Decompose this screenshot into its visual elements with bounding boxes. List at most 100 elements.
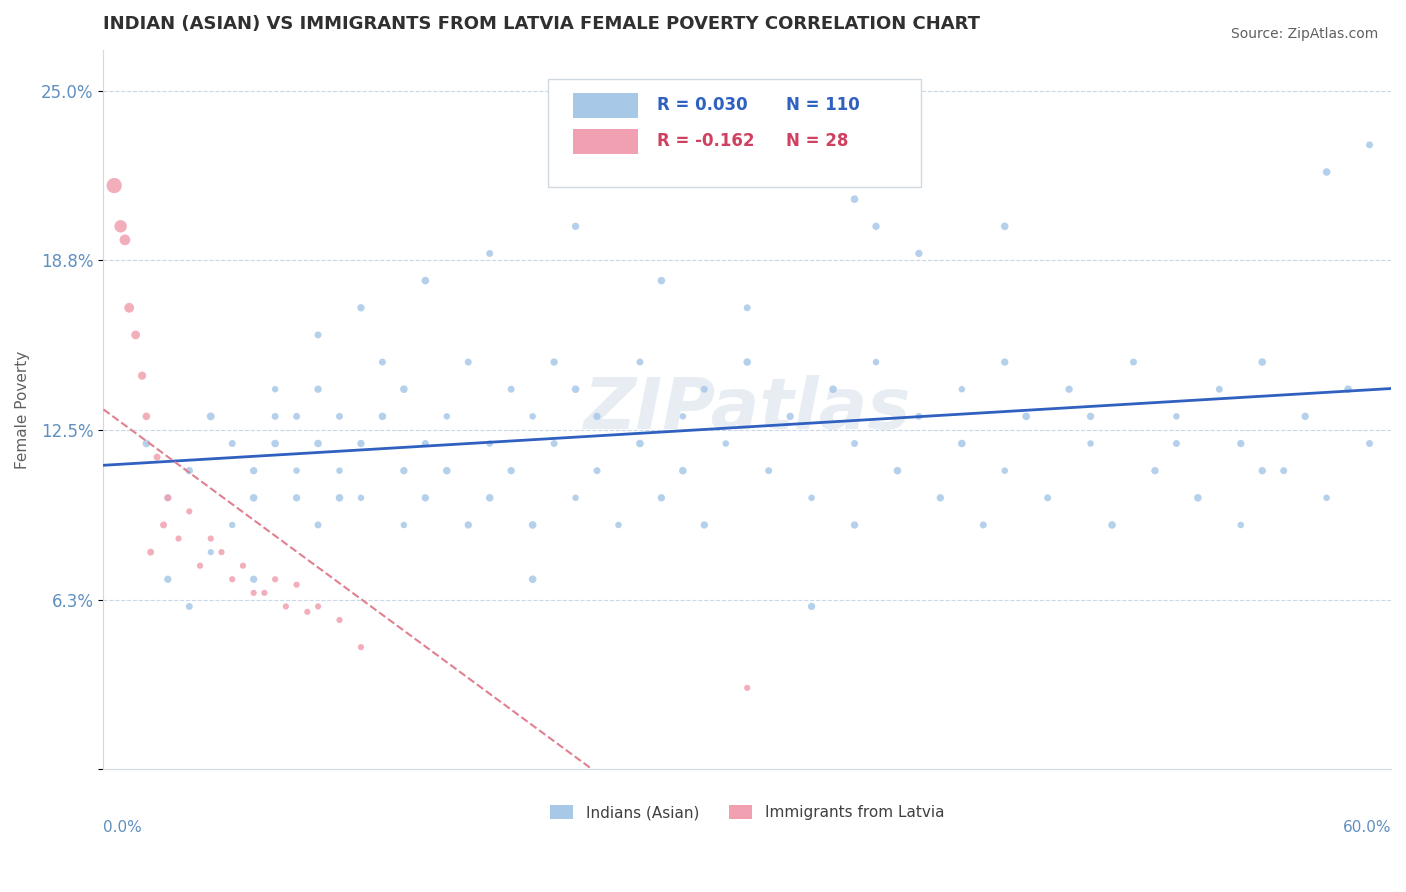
Point [156, 572, 179, 586]
Point [350, 301, 373, 315]
Point [200, 532, 222, 546]
Point [307, 382, 329, 396]
Point [135, 409, 157, 424]
Point [415, 274, 437, 288]
Point [994, 219, 1017, 234]
Point [242, 586, 264, 600]
Text: ZIPatlas: ZIPatlas [583, 375, 911, 444]
Point [908, 246, 931, 260]
Point [118, 301, 141, 315]
Point [188, 558, 211, 573]
Point [735, 355, 758, 369]
Point [543, 436, 565, 450]
Point [200, 409, 222, 424]
Point [285, 491, 308, 505]
Point [156, 491, 179, 505]
Text: N = 28: N = 28 [786, 132, 848, 150]
Text: INDIAN (ASIAN) VS IMMIGRANTS FROM LATVIA FEMALE POVERTY CORRELATION CHART: INDIAN (ASIAN) VS IMMIGRANTS FROM LATVIA… [104, 15, 980, 33]
Point [522, 518, 544, 533]
Point [844, 192, 866, 206]
Point [929, 491, 952, 505]
Point [1080, 409, 1102, 424]
Point [1316, 165, 1339, 179]
FancyBboxPatch shape [548, 78, 921, 186]
Point [1358, 436, 1381, 450]
Text: Source: ZipAtlas.com: Source: ZipAtlas.com [1230, 27, 1378, 41]
Text: N = 110: N = 110 [786, 96, 859, 114]
Point [564, 491, 586, 505]
Point [501, 464, 523, 478]
Point [758, 464, 780, 478]
Point [232, 558, 254, 573]
Point [264, 572, 287, 586]
Legend: Indians (Asian), Immigrants from Latvia: Indians (Asian), Immigrants from Latvia [544, 799, 950, 826]
Point [994, 355, 1017, 369]
Point [242, 572, 264, 586]
Point [478, 246, 501, 260]
Point [800, 599, 823, 614]
Point [844, 518, 866, 533]
Point [350, 436, 373, 450]
Point [221, 436, 243, 450]
Point [307, 327, 329, 342]
Point [253, 586, 276, 600]
Point [285, 409, 308, 424]
Point [307, 518, 329, 533]
Point [650, 274, 672, 288]
Point [1272, 464, 1295, 478]
Point [110, 219, 132, 234]
Point [478, 491, 501, 505]
Text: 60.0%: 60.0% [1343, 820, 1391, 835]
Point [114, 233, 136, 247]
Point [307, 599, 329, 614]
Point [586, 464, 609, 478]
Point [693, 518, 716, 533]
Point [1251, 355, 1274, 369]
Point [972, 518, 994, 533]
Point [457, 355, 479, 369]
Point [436, 464, 458, 478]
Point [179, 464, 201, 478]
Point [564, 382, 586, 396]
Point [1057, 382, 1080, 396]
Point [478, 436, 501, 450]
Point [1251, 464, 1274, 478]
Y-axis label: Female Poverty: Female Poverty [15, 351, 30, 468]
Point [264, 409, 287, 424]
Point [865, 355, 887, 369]
Point [131, 368, 153, 383]
Point [103, 178, 125, 193]
Point [628, 436, 651, 450]
Point [350, 640, 373, 654]
Point [650, 491, 672, 505]
Point [564, 219, 586, 234]
Point [242, 464, 264, 478]
Point [886, 464, 908, 478]
Point [800, 491, 823, 505]
Point [1316, 491, 1339, 505]
Point [221, 572, 243, 586]
Point [371, 355, 394, 369]
Point [167, 532, 190, 546]
Point [285, 577, 308, 591]
Point [264, 382, 287, 396]
Point [200, 545, 222, 559]
Point [994, 464, 1017, 478]
Point [371, 409, 394, 424]
Point [1229, 518, 1251, 533]
Point [392, 464, 415, 478]
Point [392, 518, 415, 533]
Point [297, 605, 319, 619]
Point [1122, 355, 1144, 369]
Point [221, 518, 243, 533]
Point [415, 436, 437, 450]
Point [436, 409, 458, 424]
Point [714, 436, 737, 450]
Point [242, 491, 264, 505]
Point [1080, 436, 1102, 450]
Point [350, 491, 373, 505]
Point [307, 436, 329, 450]
Point [607, 518, 630, 533]
Point [823, 382, 845, 396]
Point [779, 409, 801, 424]
